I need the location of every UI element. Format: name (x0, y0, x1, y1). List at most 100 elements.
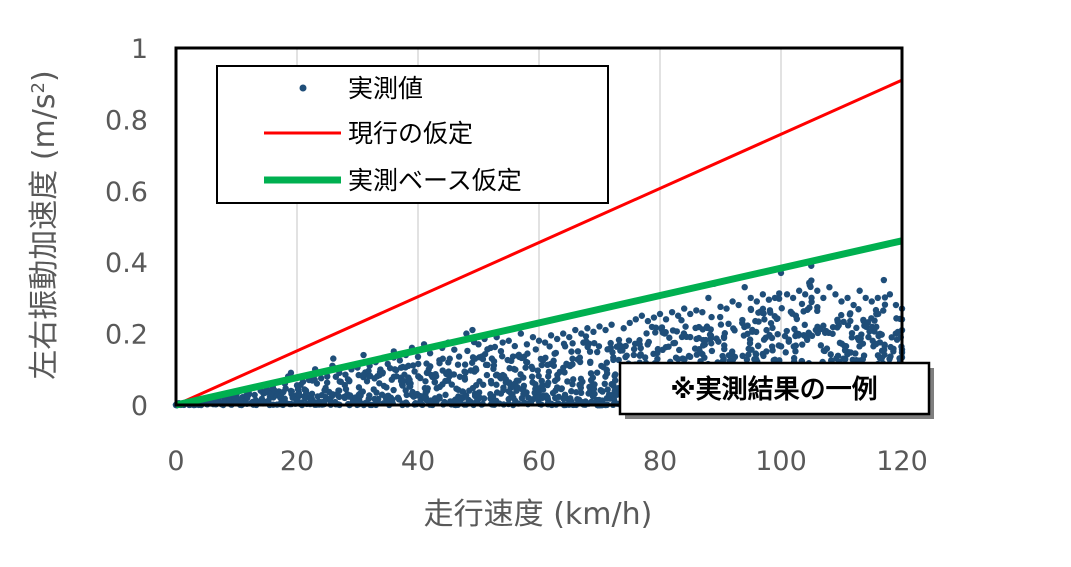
data-point (888, 334, 895, 341)
data-point (729, 298, 736, 305)
data-point (708, 340, 715, 347)
data-point (467, 367, 475, 374)
data-point (569, 381, 576, 388)
data-point (528, 373, 536, 380)
data-point (892, 301, 900, 309)
data-point (505, 337, 512, 344)
data-point (668, 308, 676, 316)
data-point (379, 369, 386, 376)
data-point (795, 332, 802, 339)
data-point (632, 316, 639, 323)
data-point (323, 379, 331, 386)
data-point (666, 334, 673, 341)
data-point (422, 378, 429, 385)
data-point (598, 387, 605, 395)
data-point (836, 339, 844, 347)
data-point (638, 312, 646, 319)
data-point (881, 301, 889, 308)
data-point (552, 394, 559, 402)
data-point (448, 381, 455, 388)
data-point (778, 305, 785, 312)
data-point (622, 353, 629, 361)
data-point (564, 378, 571, 385)
data-point (678, 333, 686, 341)
data-point (774, 330, 781, 338)
data-point (394, 394, 402, 401)
data-point (662, 316, 670, 323)
data-point (431, 378, 439, 386)
data-point (535, 386, 542, 393)
data-point (535, 372, 542, 380)
data-point (686, 333, 694, 341)
data-point (721, 342, 728, 349)
data-point (480, 395, 488, 402)
data-point (517, 371, 524, 378)
data-point (708, 347, 716, 355)
data-point (848, 334, 856, 341)
data-point (681, 305, 688, 312)
data-point (745, 351, 752, 358)
data-point (735, 301, 742, 309)
data-point (516, 353, 523, 361)
data-point (850, 301, 857, 309)
x-tick-labels: 0 20 40 60 80 100 120 (167, 446, 927, 477)
data-point (586, 348, 594, 355)
data-point (754, 342, 762, 350)
data-point (769, 324, 776, 332)
data-point (415, 360, 422, 368)
data-point (539, 381, 546, 389)
data-point (303, 389, 310, 397)
data-point (842, 343, 850, 350)
data-point (886, 355, 893, 363)
data-point (576, 381, 583, 389)
data-point (383, 384, 390, 391)
legend-label-measured: 実測値 (348, 74, 423, 103)
data-point (365, 367, 372, 375)
x-tick-label: 100 (755, 446, 807, 477)
data-point (808, 298, 815, 306)
data-point (607, 339, 614, 347)
data-point (318, 375, 325, 382)
data-point (868, 298, 875, 305)
data-point (436, 359, 443, 367)
data-point (520, 382, 528, 389)
data-point (692, 324, 699, 332)
y-tick-label: 1 (131, 34, 148, 65)
data-point (414, 353, 422, 361)
y-tick-label: 0.2 (105, 320, 148, 351)
data-point (473, 366, 480, 374)
data-point (854, 334, 861, 342)
data-point (327, 397, 334, 405)
data-point (515, 377, 522, 384)
data-point (755, 318, 762, 325)
data-point (654, 355, 661, 363)
data-point (875, 310, 882, 318)
data-point (650, 314, 658, 321)
data-point (535, 337, 543, 344)
data-point (432, 373, 440, 380)
legend-label-current: 現行の仮定 (348, 119, 473, 148)
data-point (426, 350, 434, 357)
data-point (644, 317, 652, 325)
data-point (789, 294, 797, 302)
data-point (297, 381, 304, 388)
measured-based-line (175, 237, 903, 409)
data-point (636, 337, 643, 344)
data-point (880, 307, 887, 314)
data-point (856, 287, 863, 294)
data-point (717, 321, 725, 328)
data-point (577, 375, 585, 383)
y-tick-labels: 0 0.2 0.4 0.6 0.8 1 (105, 34, 148, 422)
data-point (775, 295, 783, 302)
data-point (582, 333, 590, 340)
data-point (574, 348, 582, 355)
data-point (630, 345, 638, 353)
data-point (583, 338, 590, 345)
data-point (753, 298, 760, 305)
data-point (844, 294, 851, 302)
data-point (852, 350, 859, 357)
data-point (607, 344, 615, 352)
x-tick-label: 40 (401, 446, 435, 477)
data-point (693, 307, 700, 314)
data-point (484, 346, 491, 353)
